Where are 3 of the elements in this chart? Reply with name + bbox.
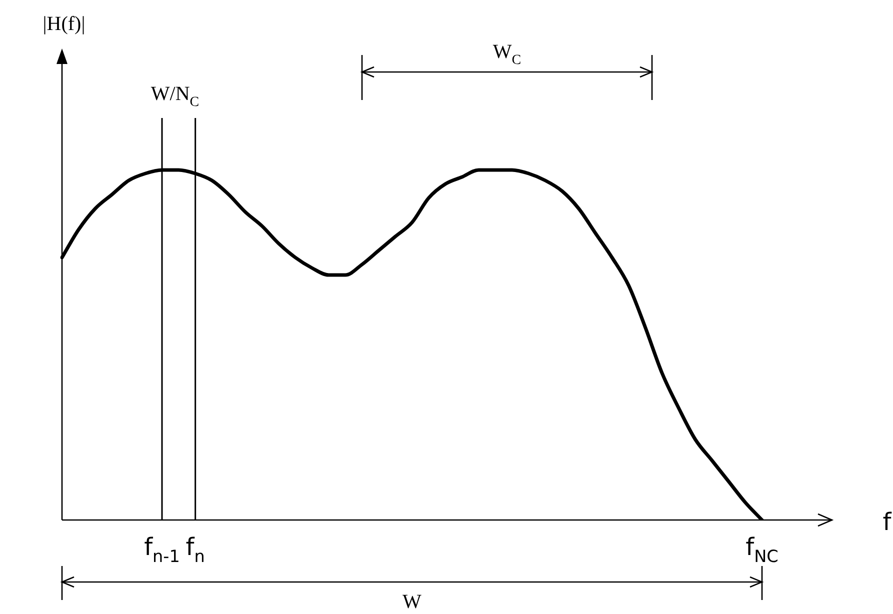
text: |H(f)| <box>42 13 86 35</box>
x-axis-title: f <box>882 508 892 536</box>
text: W <box>402 591 422 613</box>
